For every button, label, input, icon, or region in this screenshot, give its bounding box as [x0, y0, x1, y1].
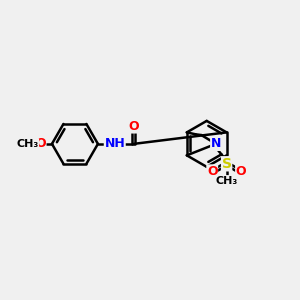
Text: S: S: [222, 157, 232, 171]
Text: O: O: [207, 165, 217, 178]
Text: CH₃: CH₃: [215, 176, 238, 186]
Text: N: N: [211, 137, 221, 150]
Text: CH₃: CH₃: [16, 139, 39, 149]
Text: NH: NH: [104, 137, 125, 150]
Text: O: O: [128, 120, 139, 133]
Text: O: O: [236, 165, 246, 178]
Text: O: O: [35, 137, 46, 150]
